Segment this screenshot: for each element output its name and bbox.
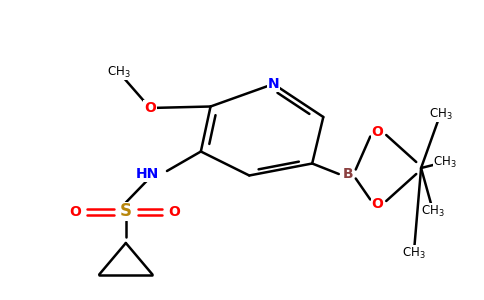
Text: O: O xyxy=(168,205,180,218)
Text: O: O xyxy=(69,205,81,218)
Text: CH$_3$: CH$_3$ xyxy=(402,246,425,261)
Text: N: N xyxy=(268,77,279,91)
Text: HN: HN xyxy=(136,167,159,181)
Text: CH$_3$: CH$_3$ xyxy=(422,204,445,219)
Text: B: B xyxy=(343,167,354,181)
Text: CH$_3$: CH$_3$ xyxy=(429,106,452,122)
Text: O: O xyxy=(372,125,383,139)
Text: S: S xyxy=(120,202,132,220)
Text: CH$_3$: CH$_3$ xyxy=(107,64,130,80)
Text: CH$_3$: CH$_3$ xyxy=(434,154,457,169)
Text: O: O xyxy=(144,101,156,115)
Text: O: O xyxy=(372,197,383,211)
